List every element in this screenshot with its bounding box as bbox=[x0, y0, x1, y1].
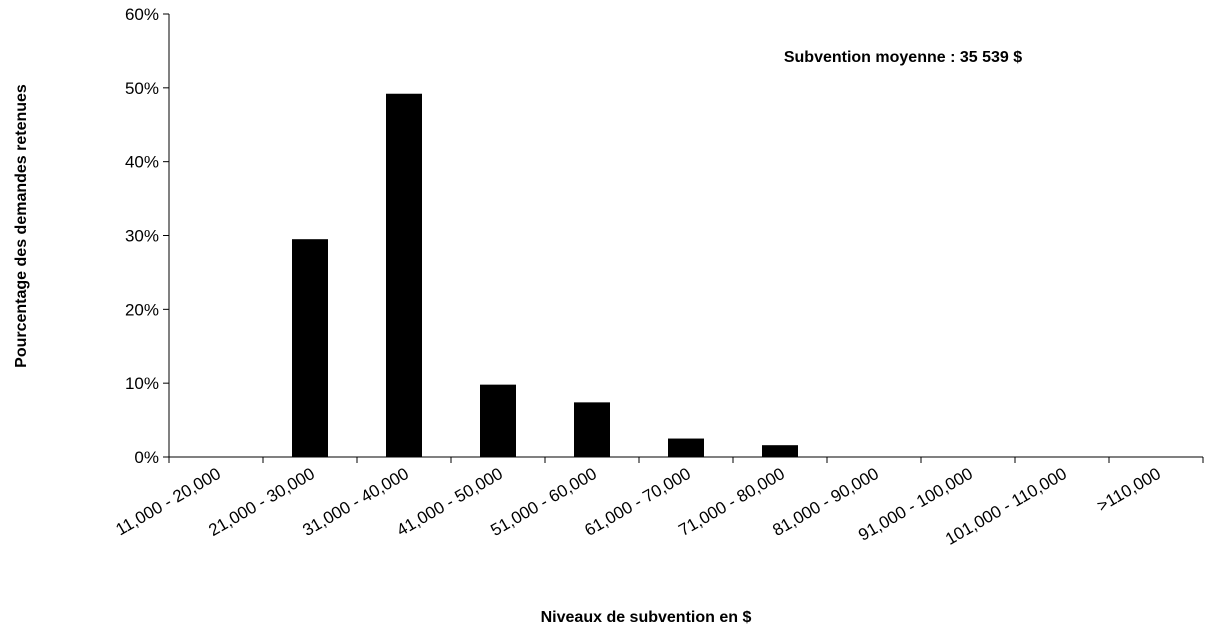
y-tick-label: 40% bbox=[125, 153, 159, 172]
y-ticks: 0% 10% 20% 30% 40% 50% 60% bbox=[125, 5, 169, 467]
y-tick-label: 60% bbox=[125, 5, 159, 24]
bar bbox=[668, 438, 704, 457]
x-tick-label: 31,000 - 40,000 bbox=[299, 464, 412, 540]
y-tick-label: 20% bbox=[125, 300, 159, 319]
bars-layer bbox=[292, 93, 798, 458]
x-tick-label: 21,000 - 30,000 bbox=[205, 464, 318, 540]
x-tick-label: 61,000 - 70,000 bbox=[581, 464, 694, 540]
bar bbox=[386, 93, 422, 458]
x-axis-title: Niveaux de subvention en $ bbox=[541, 609, 752, 626]
y-axis-title: Pourcentage des demandes retenues bbox=[13, 84, 30, 368]
bar bbox=[762, 445, 798, 457]
y-tick-label: 50% bbox=[125, 79, 159, 98]
y-tick-label: 0% bbox=[134, 448, 159, 467]
y-tick-label: 30% bbox=[125, 227, 159, 246]
bar bbox=[574, 402, 610, 457]
x-tick-label: 41,000 - 50,000 bbox=[393, 464, 506, 540]
mean-subsidy-annotation: Subvention moyenne : 35 539 $ bbox=[784, 49, 1022, 66]
bar bbox=[292, 239, 328, 457]
x-tick-label: 51,000 - 60,000 bbox=[487, 464, 600, 540]
y-tick-label: 10% bbox=[125, 374, 159, 393]
bar bbox=[480, 384, 516, 457]
x-tick-label: 71,000 - 80,000 bbox=[675, 464, 788, 540]
x-tick-label: >110,000 bbox=[1094, 464, 1164, 516]
